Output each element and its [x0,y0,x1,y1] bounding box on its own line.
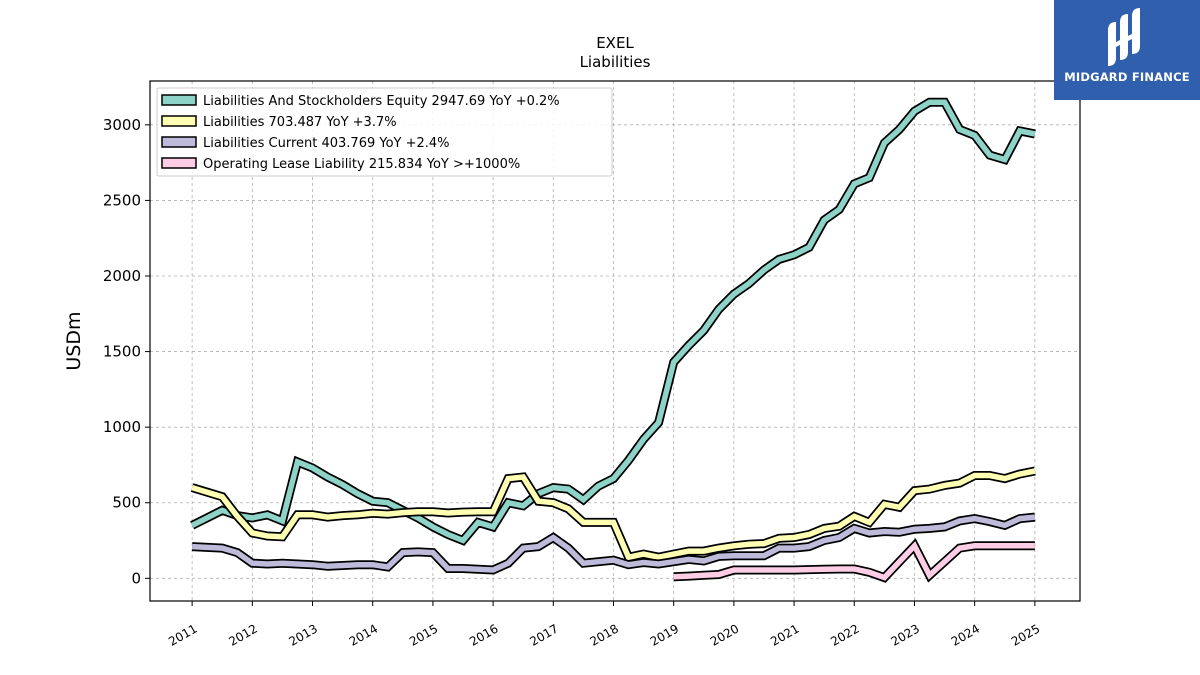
x-tick-label: 2015 [407,621,440,648]
legend-swatch [161,136,197,148]
legend-label: Liabilities Current 403.769 YoY +2.4% [203,136,450,151]
x-tick-label: 2014 [347,621,380,648]
series-line-0 [190,99,1036,544]
chart-title: EXEL [596,34,634,52]
chart-subtitle: Liabilities [580,53,651,71]
x-tick-label: 2022 [828,621,861,648]
y-tick-label: 2500 [103,191,141,209]
y-axis-label: USDm [63,311,85,370]
y-tick-label: 2000 [103,267,141,285]
y-tick-label: 1000 [103,418,141,436]
legend-swatch [161,157,197,169]
y-tick-label: 1500 [103,343,141,361]
x-tick-label: 2023 [889,621,922,648]
x-tick-label: 2016 [467,621,500,648]
series-line-1 [191,468,1036,561]
x-tick-label: 2024 [949,621,982,648]
x-tick-label: 2012 [226,621,259,648]
x-tick-label: 2011 [166,621,199,648]
x-tick-label: 2020 [708,621,741,648]
x-axis: 2011 2012 2013 2014 2015 2016 2017 2018 2019 2020… [166,601,1042,649]
x-tick-label: 2013 [287,621,320,648]
legend-swatch [161,94,197,106]
y-tick-label: 0 [131,569,141,587]
series-line-3 [673,541,1035,581]
brand-name: MIDGARD FINANCE [1064,70,1190,84]
series-layer [190,97,1036,583]
legend: Liabilities And Stockholders Equity 2947… [156,87,613,177]
x-tick-label: 2025 [1009,621,1042,648]
legend-swatch [161,115,197,127]
plot-frame [149,80,1081,602]
legend-label: Liabilities And Stockholders Equity 2947… [203,94,560,109]
legend-label: Liabilities 703.487 YoY +3.7% [203,115,397,130]
x-tick-label: 2018 [588,621,621,648]
x-tick-label: 2021 [768,621,801,648]
logo-mark-icon [1108,8,1140,66]
y-axis: 0 500 1000 1500 2000 2500 3000 [103,116,150,587]
series-line-2 [191,514,1036,573]
y-tick-label: 500 [112,494,141,512]
x-tick-label: 2019 [648,621,681,648]
legend-box [156,87,613,177]
y-tick-label: 3000 [103,116,141,134]
x-tick-label: 2017 [527,621,560,648]
legend-label: Operating Lease Liability 215.834 YoY >+… [203,157,520,172]
grid [150,81,1080,601]
brand-logo: MIDGARD FINANCE [1054,0,1200,100]
